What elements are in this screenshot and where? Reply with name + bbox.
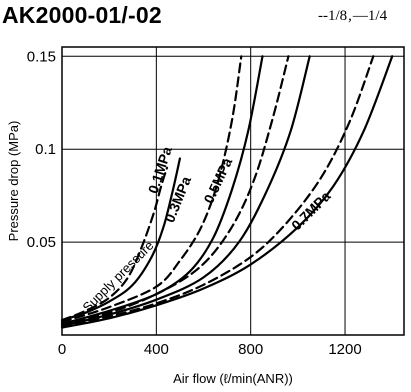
curve-label: 0.3MPa — [161, 174, 194, 225]
chart-grid — [62, 47, 404, 335]
x-tick-label: 800 — [238, 341, 263, 358]
y-tick-label: 0.05 — [27, 234, 56, 251]
y-tick-label: 0.1 — [35, 141, 56, 158]
series-line-0-1mpa-solid — [60, 157, 181, 322]
chart-title: AK2000-01/-02 — [2, 2, 162, 28]
series-line-0-1mpa-dashed — [60, 166, 169, 322]
legend-dashed-swatch: -- — [318, 8, 328, 24]
series-line-0-7mpa-solid — [60, 55, 394, 329]
series-line-0-7mpa-dashed — [60, 55, 375, 327]
series-line-0-3mpa-dashed — [60, 55, 243, 324]
x-axis-label: Air flow (ℓ/min(ANR)) — [173, 371, 293, 386]
legend-dashed-label: 1/8 — [328, 8, 348, 24]
legend-solid-swatch: — — [352, 8, 368, 24]
chart-series — [60, 55, 394, 329]
series-line-0-3mpa-solid — [60, 55, 264, 325]
x-tick-label: 0 — [58, 341, 66, 358]
curve-label: 0.7MPa — [288, 188, 334, 234]
legend-separator: , — [348, 8, 352, 24]
curve-label: 0.1MPa — [145, 144, 175, 195]
x-tick-label: 1200 — [328, 341, 361, 358]
x-tick-label: 400 — [144, 341, 169, 358]
legend-solid-label: 1/4 — [367, 8, 388, 24]
series-line-0-5mpa-solid — [60, 55, 311, 327]
plot-frame — [61, 46, 405, 336]
chart-legend: --1/8,—1/4 — [318, 8, 387, 25]
y-axis-label: Pressure drop (MPa) — [6, 121, 21, 242]
y-tick-label: 0.15 — [27, 48, 56, 65]
chart-ticks: 0 400 800 1200 0.05 0.1 0.15 — [27, 48, 362, 358]
series-line-0-5mpa-dashed — [60, 55, 290, 325]
